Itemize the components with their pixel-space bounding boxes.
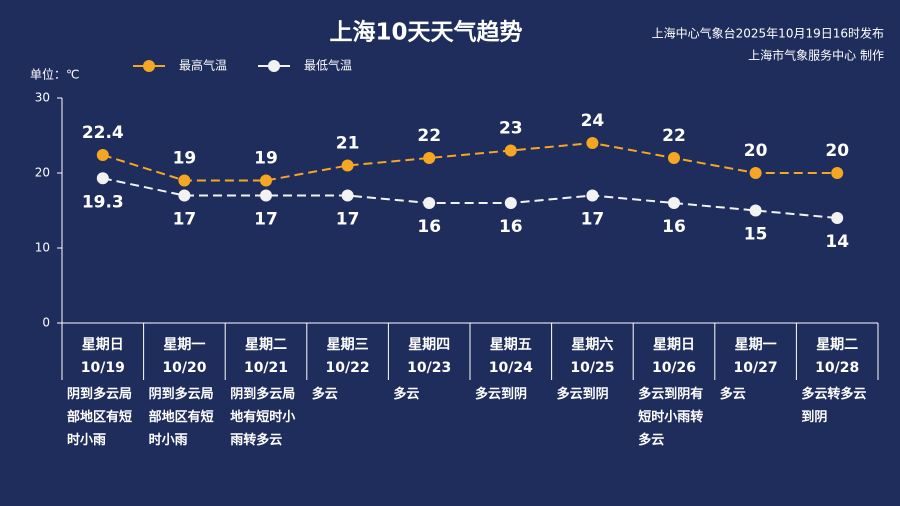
weather-desc: 阴到多云局部地区有短时小雨 [148, 387, 214, 448]
x-tick-label: 10/24 [489, 360, 533, 376]
weather-desc: 多云 [311, 387, 338, 402]
unit-label: 单位：℃ [30, 67, 79, 82]
weekday: 星期六 [571, 336, 613, 353]
weather-desc: 多云到阴 [556, 387, 609, 402]
y-tick-label: 20 [35, 166, 50, 180]
chart-title: 上海10天天气趋势 [329, 19, 522, 46]
point [749, 167, 762, 179]
weather-desc: 多云转多云到阴 [801, 387, 867, 425]
x-tick-label: 10/19 [81, 360, 125, 376]
data-label: 16 [499, 217, 523, 237]
data-label: 22.4 [82, 123, 124, 143]
series-line [102, 177, 838, 219]
data-label: 16 [662, 217, 686, 237]
y-tick-label: 10 [35, 241, 50, 255]
weekday: 星期一 [735, 337, 777, 353]
data-label: 22 [662, 126, 686, 146]
source: 上海市气象服务中心 制作 [748, 48, 884, 63]
data-label: 14 [825, 232, 849, 252]
data-label: 20 [744, 141, 768, 161]
weather-desc: 多云 [393, 387, 420, 402]
legend-label: 最高气温 [179, 58, 227, 73]
point [96, 149, 109, 161]
data-label: 21 [336, 134, 360, 154]
weekday: 星期四 [408, 337, 450, 353]
data-label: 17 [254, 210, 278, 230]
legend-marker [268, 60, 280, 72]
point [586, 137, 599, 149]
x-tick-label: 10/22 [326, 360, 370, 376]
data-label: 16 [417, 217, 441, 237]
x-tick-label: 10/23 [407, 360, 451, 376]
x-tick-label: 10/20 [162, 360, 206, 376]
weekday: 星期三 [327, 337, 369, 353]
y-tick-label: 0 [42, 316, 50, 330]
data-label: 23 [499, 119, 523, 139]
point [586, 189, 599, 202]
weather-desc: 多云 [719, 387, 746, 402]
point [668, 152, 680, 164]
legend-marker [143, 60, 155, 72]
data-label: 17 [581, 210, 605, 230]
point [341, 159, 354, 172]
x-tick-label: 10/21 [244, 360, 288, 376]
weather-desc: 多云到阴 [475, 387, 528, 402]
source: 上海中心气象台2025年10月19日16时发布 [652, 26, 884, 41]
point [341, 189, 354, 202]
weather-desc: 阴到多云局地有短时小雨转多云 [230, 387, 296, 448]
point [96, 172, 109, 185]
weekday: 星期二 [245, 337, 287, 353]
point [423, 197, 436, 209]
data-label: 22 [417, 126, 441, 146]
series-line [102, 141, 838, 182]
point [668, 197, 680, 209]
data-label: 17 [173, 210, 197, 230]
weekday: 星期日 [82, 337, 124, 353]
weather-desc: 多云到阴有短时小雨转多云 [638, 387, 704, 448]
data-label: 20 [825, 141, 849, 161]
data-label: 19 [173, 149, 197, 169]
weather-desc: 阴到多云局部地区有短时小雨 [67, 387, 133, 448]
x-tick-label: 10/25 [570, 360, 614, 376]
data-label: 15 [744, 225, 768, 245]
y-tick-label: 30 [35, 91, 50, 105]
weekday: 星期五 [490, 337, 532, 353]
point [260, 174, 272, 187]
point [831, 167, 844, 179]
data-label: 17 [336, 210, 360, 230]
data-label: 24 [581, 111, 605, 131]
point [178, 174, 191, 187]
x-tick-label: 10/26 [652, 360, 696, 376]
weekday: 星期日 [653, 337, 695, 353]
point [423, 152, 436, 164]
data-label: 19.3 [82, 192, 124, 212]
weekday: 星期一 [163, 337, 205, 353]
x-tick-label: 10/27 [734, 360, 778, 376]
point [504, 197, 517, 209]
point [749, 204, 762, 217]
point [504, 144, 517, 157]
point [260, 189, 272, 202]
x-tick-label: 10/28 [815, 360, 859, 376]
weekday: 星期二 [816, 337, 858, 353]
point [831, 212, 844, 224]
point [178, 189, 191, 202]
legend-label: 最低气温 [304, 58, 352, 73]
data-label: 19 [254, 149, 278, 169]
